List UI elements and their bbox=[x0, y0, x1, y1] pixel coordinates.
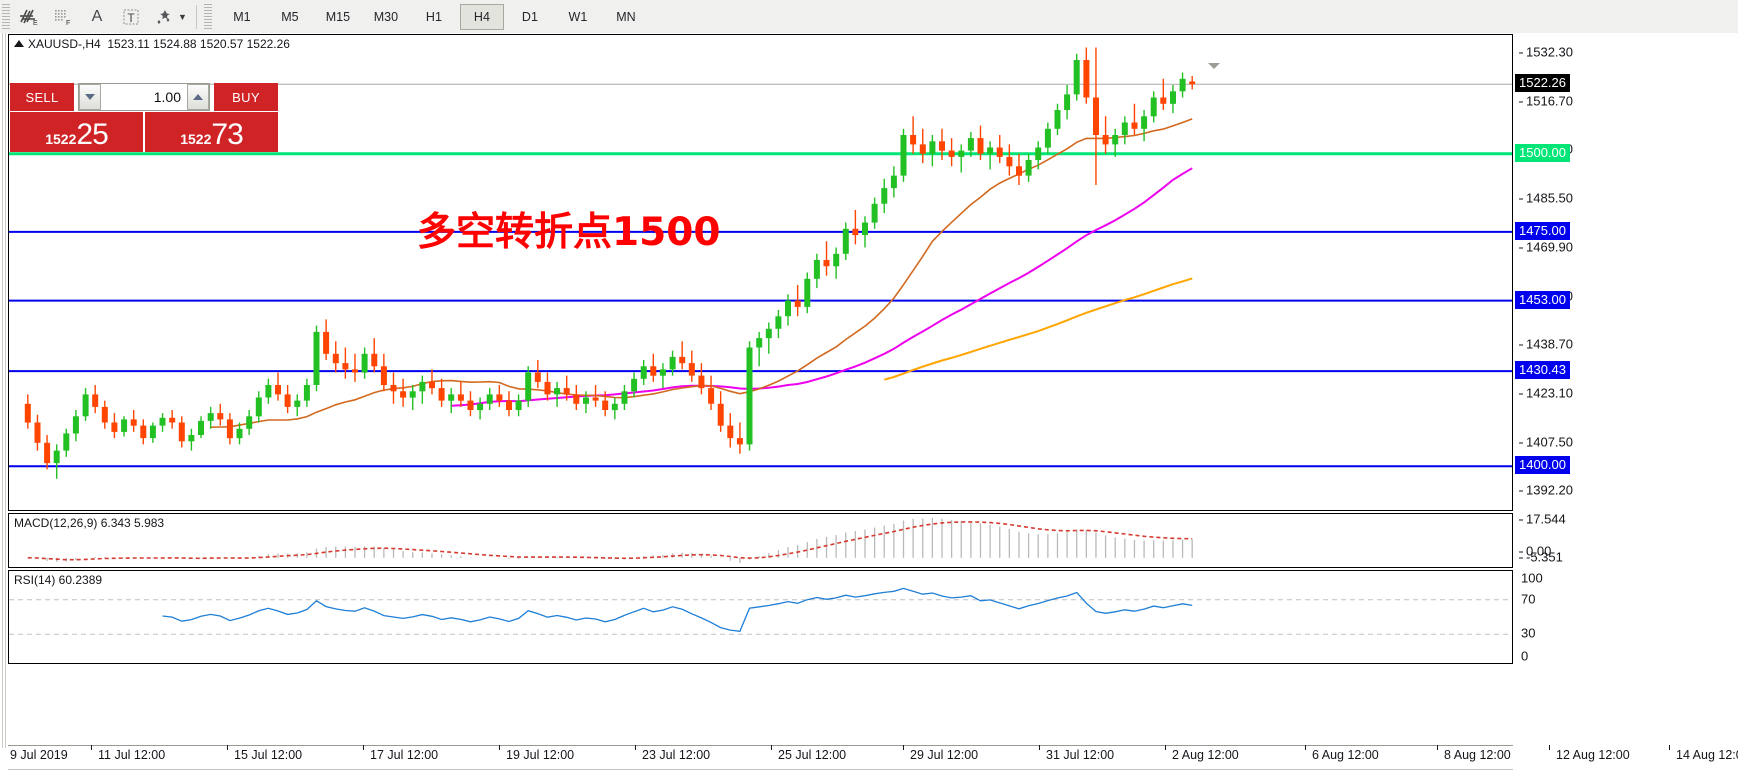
rsi-tick-70: 70 bbox=[1521, 591, 1536, 607]
time-tick-0: 9 Jul 2019 bbox=[10, 748, 68, 762]
rsi-svg bbox=[9, 587, 1512, 635]
sell-price-points: 25 bbox=[76, 118, 108, 151]
chart-area: XAUUSD-,H4 1523.11 1524.88 1520.57 1522.… bbox=[0, 33, 1738, 770]
time-tick-10: 6 Aug 12:00 bbox=[1305, 745, 1379, 762]
timeframe-m5[interactable]: M5 bbox=[281, 9, 299, 24]
timeframe-m15[interactable]: M15 bbox=[325, 9, 351, 24]
drawing-tools-icon[interactable] bbox=[148, 2, 182, 32]
price-tick-1438-70: 1438.70 bbox=[1519, 337, 1573, 352]
macd-tick-2: -5.351 bbox=[1519, 550, 1563, 565]
time-tick-11: 8 Aug 12:00 bbox=[1437, 745, 1511, 762]
price-tick-1407-50: 1407.50 bbox=[1519, 434, 1573, 449]
toolbar-grip-2[interactable] bbox=[203, 3, 212, 30]
price-marker-1430-43: 1430.43 bbox=[1515, 361, 1570, 380]
time-tick-5: 23 Jul 12:00 bbox=[635, 745, 710, 762]
buy-button[interactable]: BUY bbox=[214, 83, 278, 111]
time-tick-13: 14 Aug 12:00 bbox=[1669, 745, 1738, 762]
indicators-icon[interactable]: E bbox=[12, 2, 46, 32]
price-plot bbox=[9, 35, 1512, 510]
price-tick-1469-90: 1469.90 bbox=[1519, 239, 1573, 254]
timeframe-h1[interactable]: H1 bbox=[425, 9, 442, 24]
svg-text:E: E bbox=[33, 20, 38, 27]
buy-price-points: 73 bbox=[211, 118, 243, 151]
timeframe-h4[interactable]: H4 bbox=[459, 3, 504, 30]
rsi-y-axis: 100 70 30 0 bbox=[1513, 570, 1738, 664]
symbol-name: XAUUSD-,H4 bbox=[28, 37, 101, 51]
buy-price-quote[interactable]: 1522 73 bbox=[145, 112, 278, 152]
one-click-trading-panel: SELL 1.00 BUY 1522 25 1522 73 bbox=[10, 83, 278, 152]
rsi-tick-30: 30 bbox=[1521, 625, 1536, 641]
macd-label: MACD(12,26,9) 6.343 5.983 bbox=[14, 516, 165, 530]
chart-left-grip[interactable] bbox=[0, 33, 8, 748]
timeframe-w1[interactable]: W1 bbox=[568, 9, 588, 24]
rsi-tick-0: 0 bbox=[1521, 648, 1529, 664]
text-object-icon[interactable]: T bbox=[114, 2, 148, 32]
price-candles-svg bbox=[9, 47, 1512, 479]
price-marker-1453-00: 1453.00 bbox=[1515, 290, 1570, 309]
symbol-ohlc-label: XAUUSD-,H4 1523.11 1524.88 1520.57 1522.… bbox=[14, 37, 290, 51]
panel-collapse-icon[interactable] bbox=[14, 40, 24, 48]
time-tick-12: 12 Aug 12:00 bbox=[1549, 745, 1630, 762]
volume-increase-button[interactable] bbox=[187, 84, 209, 110]
volume-decrease-button[interactable] bbox=[79, 84, 101, 110]
price-marker-1400-00: 1400.00 bbox=[1515, 456, 1570, 475]
price-tick-1392-20: 1392.20 bbox=[1519, 482, 1573, 497]
time-tick-1: 11 Jul 12:00 bbox=[91, 745, 165, 762]
time-tick-3: 17 Jul 12:00 bbox=[363, 745, 438, 762]
macd-svg bbox=[27, 518, 1193, 563]
svg-text:F: F bbox=[66, 20, 70, 27]
price-marker-1500-00: 1500.00 bbox=[1515, 143, 1570, 162]
trade-panel-header: SELL 1.00 BUY bbox=[10, 83, 278, 111]
rsi-label: RSI(14) 60.2389 bbox=[14, 573, 103, 587]
svg-text:T: T bbox=[127, 11, 135, 25]
timeframe-m1[interactable]: M1 bbox=[233, 9, 251, 24]
volume-input-group[interactable]: 1.00 bbox=[78, 83, 210, 111]
quote-row: 1522 25 1522 73 bbox=[10, 112, 278, 152]
price-y-axis[interactable]: 1532.301516.701501.101485.501469.901454.… bbox=[1513, 34, 1738, 511]
chart-scroll-nub-icon[interactable] bbox=[1208, 63, 1220, 69]
sell-price-prefix: 1522 bbox=[45, 131, 77, 147]
ohlc-values: 1523.11 1524.88 1520.57 1522.26 bbox=[107, 37, 290, 51]
time-tick-4: 19 Jul 12:00 bbox=[499, 745, 574, 762]
volume-value[interactable]: 1.00 bbox=[153, 89, 181, 105]
timeframe-m30[interactable]: M30 bbox=[373, 9, 399, 24]
drawing-tools-dropdown-caret-icon[interactable]: ▼ bbox=[178, 11, 187, 22]
timeframe-mn[interactable]: MN bbox=[616, 9, 636, 24]
macd-tick-1: 0.00 bbox=[1519, 544, 1551, 559]
time-tick-8: 31 Jul 12:00 bbox=[1039, 745, 1114, 762]
sell-button[interactable]: SELL bbox=[10, 83, 74, 111]
main-toolbar: E F A bbox=[0, 0, 1738, 34]
macd-tick-0: 17.544 bbox=[1519, 512, 1566, 527]
rsi-plot bbox=[9, 571, 1512, 663]
macd-plot bbox=[9, 514, 1512, 567]
text-label-icon[interactable]: A bbox=[91, 7, 103, 25]
templates-icon[interactable]: F bbox=[46, 2, 80, 32]
price-tick-1423-10: 1423.10 bbox=[1519, 386, 1573, 401]
timeframe-group: M1 M5 M15 M30 H1 H4 D1 W1 MN bbox=[220, 3, 652, 30]
time-tick-9: 2 Aug 12:00 bbox=[1165, 745, 1239, 762]
time-tick-7: 29 Jul 12:00 bbox=[903, 745, 978, 762]
macd-indicator-panel[interactable]: MACD(12,26,9) 6.343 5.983 bbox=[8, 513, 1513, 568]
rsi-indicator-panel[interactable]: RSI(14) 60.2389 bbox=[8, 570, 1513, 664]
chart-annotation-text: 多空转折点1500 bbox=[417, 210, 721, 255]
timeframe-d1[interactable]: D1 bbox=[521, 9, 538, 24]
time-tick-2: 15 Jul 12:00 bbox=[227, 745, 302, 762]
sell-price-quote[interactable]: 1522 25 bbox=[10, 112, 143, 152]
time-tick-6: 25 Jul 12:00 bbox=[771, 745, 846, 762]
price-chart-panel[interactable]: XAUUSD-,H4 1523.11 1524.88 1520.57 1522.… bbox=[8, 34, 1513, 511]
toolbar-separator bbox=[195, 4, 197, 29]
price-tick-1516-70: 1516.70 bbox=[1519, 93, 1573, 108]
buy-price-prefix: 1522 bbox=[180, 131, 212, 147]
rsi-tick-100: 100 bbox=[1521, 570, 1543, 586]
price-marker-1475-00: 1475.00 bbox=[1515, 221, 1570, 240]
price-marker-1522-26: 1522.26 bbox=[1515, 74, 1570, 93]
price-tick-1485-50: 1485.50 bbox=[1519, 191, 1573, 206]
price-tick-1532-30: 1532.30 bbox=[1519, 44, 1573, 59]
time-x-axis[interactable]: 9 Jul 2019 11 Jul 12:00 15 Jul 12:00 17 Jul… bbox=[8, 745, 1738, 770]
macd-y-axis: 17.544 0.00 -5.351 bbox=[1513, 512, 1738, 568]
toolbar-grip-1[interactable] bbox=[2, 3, 10, 30]
